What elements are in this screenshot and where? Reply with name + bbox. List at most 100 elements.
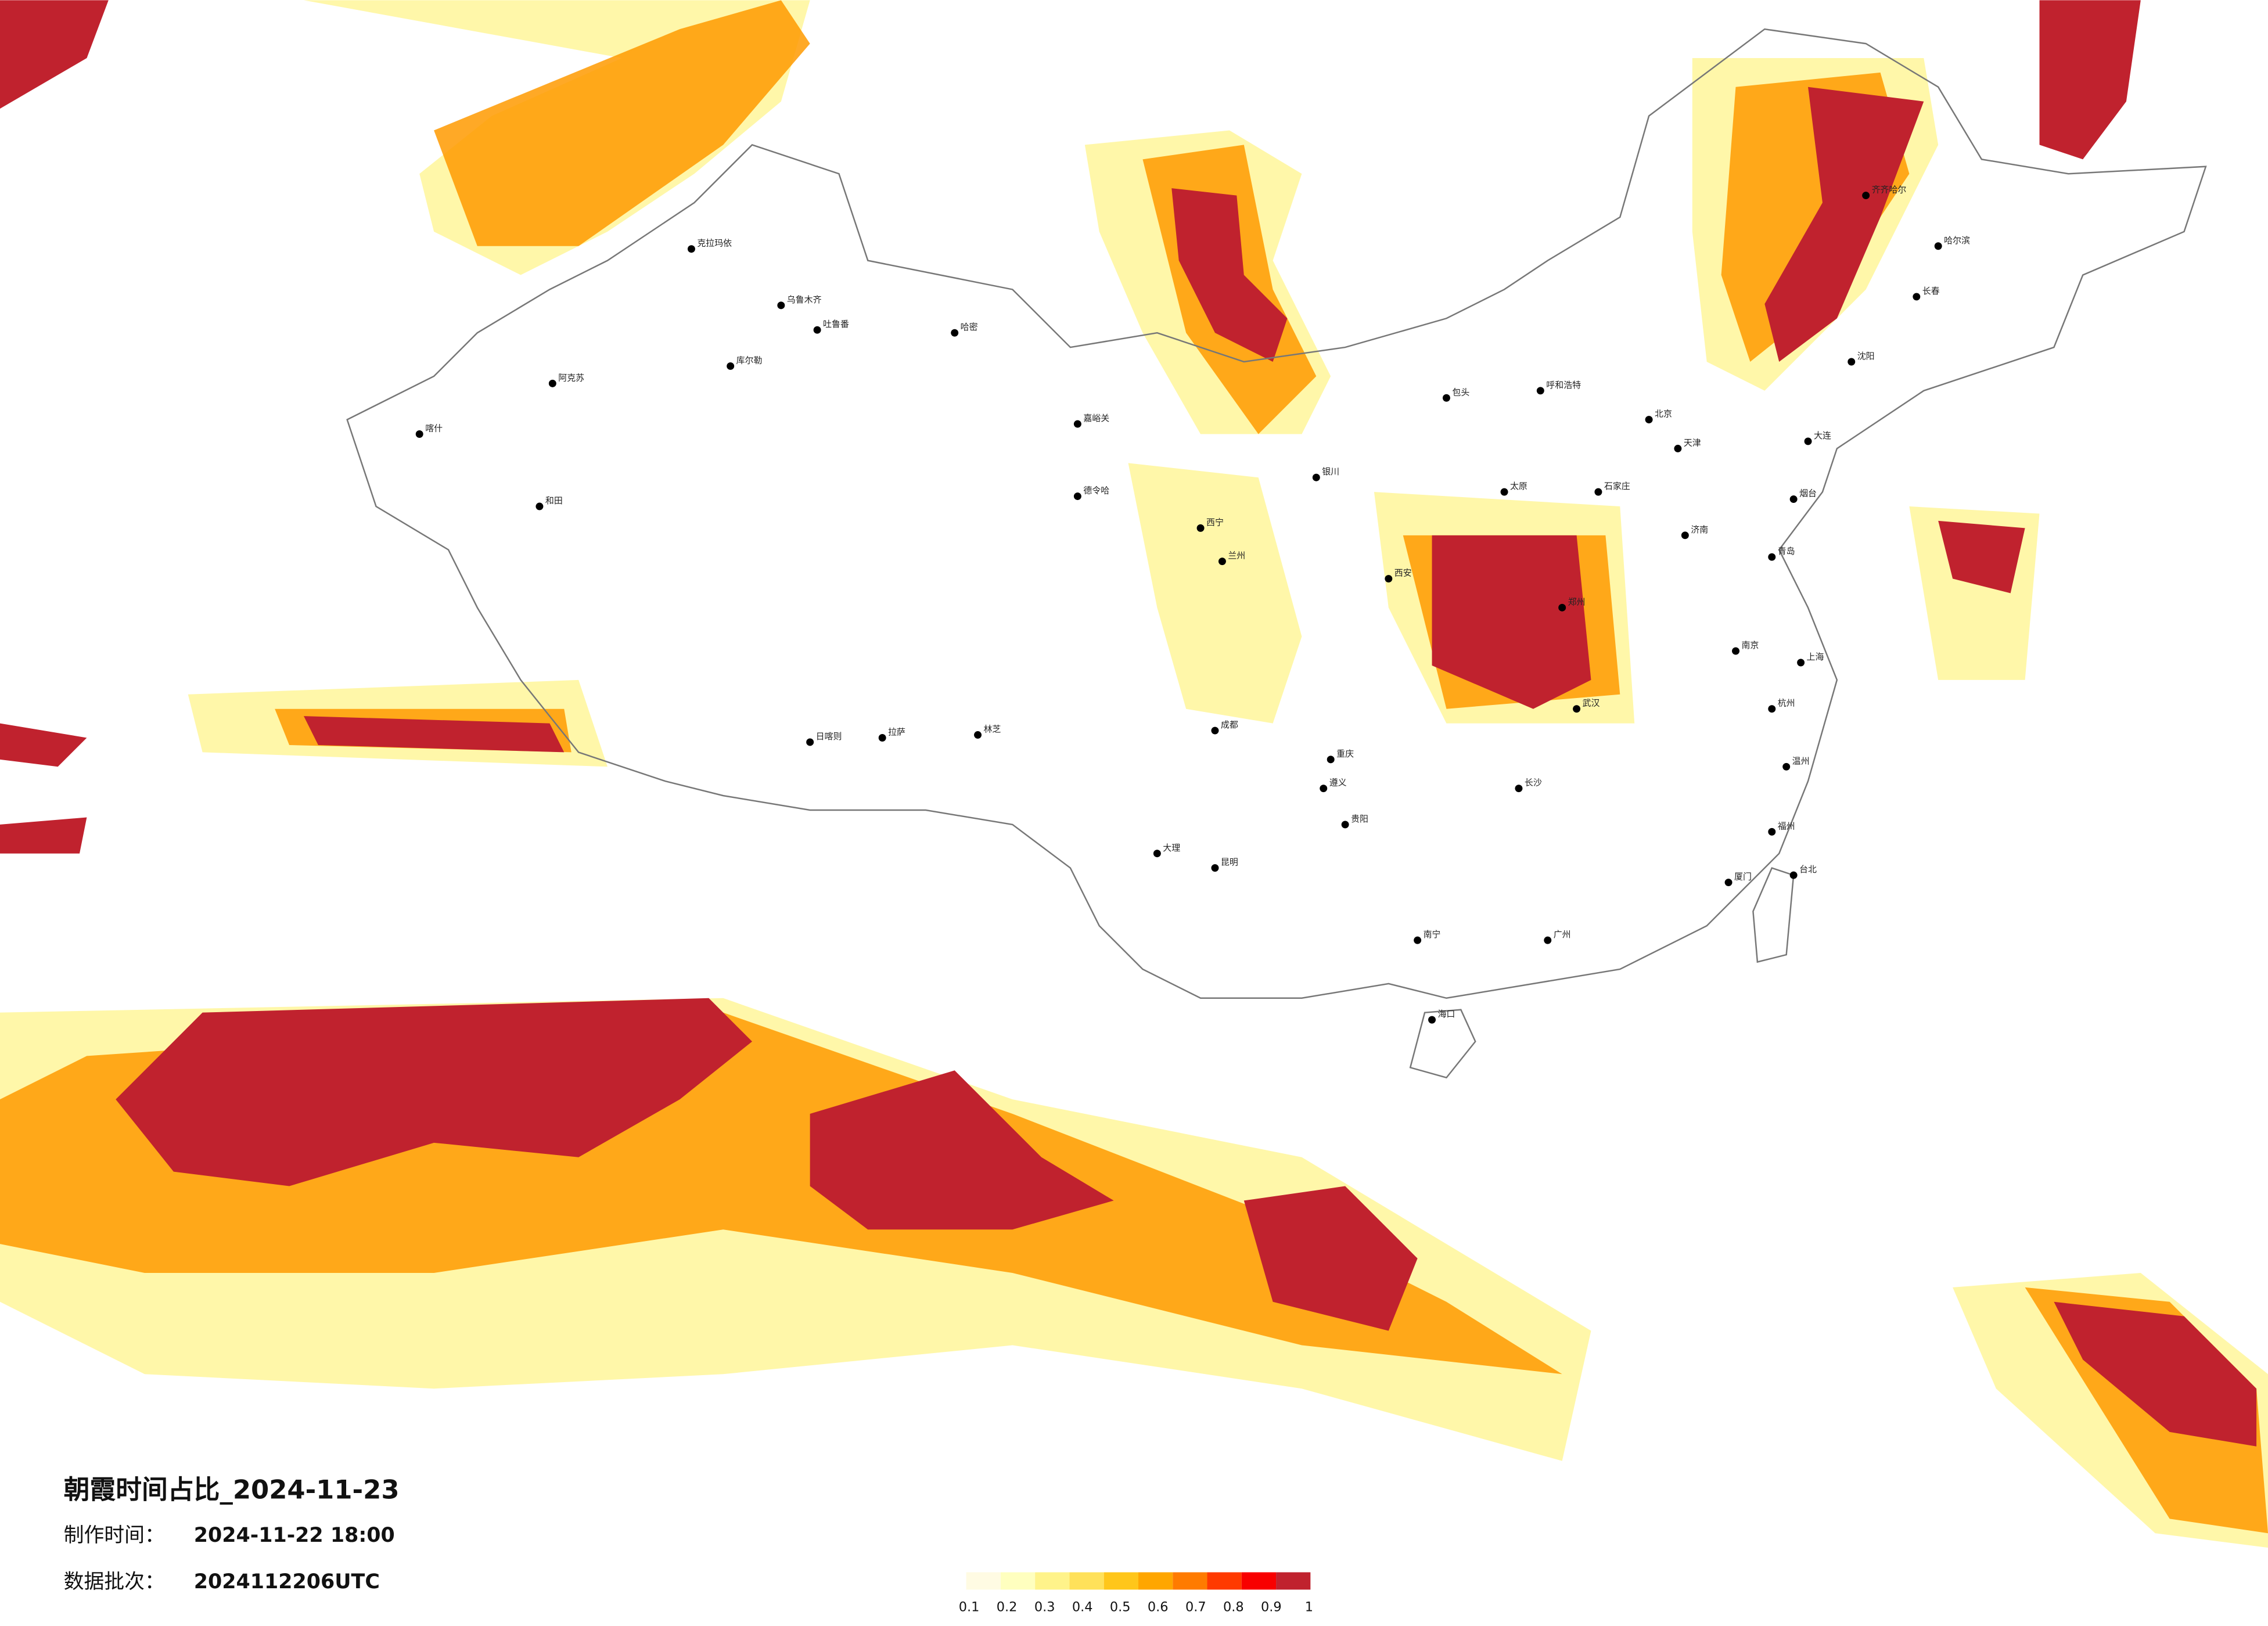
- city-dot: [1558, 603, 1566, 611]
- city-label: 成都: [1221, 720, 1238, 730]
- colorbar-box: [1173, 1572, 1207, 1590]
- city-label: 广州: [1554, 929, 1571, 940]
- city-label: 长春: [1922, 286, 1940, 296]
- city-dot: [727, 362, 735, 370]
- city-dot: [1500, 488, 1508, 496]
- island-border: [1409, 1009, 1476, 1079]
- city-label: 天津: [1684, 437, 1701, 448]
- city-dot: [687, 245, 695, 253]
- colorbar-box: [966, 1572, 1001, 1590]
- city-label: 德令哈: [1083, 485, 1109, 496]
- city-dot: [1573, 705, 1581, 713]
- colorbar-box: [1138, 1572, 1173, 1590]
- city-dot: [1804, 437, 1812, 445]
- colorbar-tick-label: 0.1: [959, 1600, 980, 1615]
- city-label: 乌鲁木齐: [787, 294, 822, 305]
- city-dot: [1862, 192, 1870, 200]
- colorbar-box: [1000, 1572, 1036, 1590]
- city-dot: [813, 326, 821, 334]
- city-label: 西安: [1394, 568, 1412, 578]
- city-label: 青岛: [1778, 546, 1795, 556]
- colorbar-box: [1241, 1572, 1277, 1590]
- city-label: 拉萨: [888, 727, 905, 738]
- country-border: [346, 28, 2207, 999]
- city-dot: [1218, 557, 1226, 566]
- city-label: 沈阳: [1857, 351, 1875, 361]
- city-dot: [1312, 473, 1320, 481]
- city-dot: [1544, 936, 1552, 944]
- data-batch-label: 数据批次：: [64, 1570, 165, 1593]
- city-dot: [1913, 293, 1921, 301]
- data-batch-value: 2024112206UTC: [194, 1570, 380, 1593]
- city-dot: [777, 301, 785, 310]
- city-label: 杭州: [1778, 698, 1795, 708]
- colorbar-tick-label: 0.5: [1110, 1600, 1131, 1615]
- city-label: 郑州: [1568, 596, 1586, 607]
- city-label: 兰州: [1228, 551, 1245, 561]
- city-label: 喀什: [425, 423, 443, 434]
- city-dot: [1789, 871, 1798, 879]
- city-label: 林芝: [983, 724, 1001, 735]
- map-title: 朝霞时间占比_2024-11-23: [64, 1474, 400, 1505]
- city-dot: [878, 734, 886, 742]
- city-dot: [806, 738, 814, 746]
- city-dot: [535, 502, 544, 510]
- city-label: 昆明: [1221, 857, 1238, 868]
- city-label: 和田: [545, 495, 563, 506]
- city-label: 大连: [1814, 430, 1831, 441]
- city-dot: [1797, 659, 1805, 667]
- city-dot: [1594, 488, 1602, 496]
- city-label: 武汉: [1583, 698, 1600, 708]
- city-label: 包头: [1452, 387, 1469, 397]
- city-label: 日喀则: [816, 731, 842, 742]
- city-dot: [974, 731, 982, 739]
- city-dot: [1848, 358, 1856, 366]
- city-label: 温州: [1792, 756, 1810, 766]
- city-label: 长沙: [1525, 778, 1542, 788]
- city-dot: [1645, 416, 1653, 424]
- colorbar-tick-label: 0.9: [1261, 1600, 1282, 1615]
- colorbar-box: [1069, 1572, 1104, 1590]
- city-dot: [1442, 394, 1450, 402]
- city-label: 库尔勒: [736, 355, 763, 365]
- city-dot: [1768, 553, 1776, 561]
- colorbar-tick-label: 0.6: [1148, 1600, 1169, 1615]
- colorbar-tick-label: 0.7: [1185, 1600, 1206, 1615]
- colorbar-box: [1104, 1572, 1138, 1590]
- city-dot: [1073, 420, 1081, 428]
- city-dot: [1428, 1016, 1436, 1024]
- city-dot: [1732, 647, 1739, 655]
- city-dot: [1196, 524, 1205, 532]
- city-dot: [1320, 785, 1328, 793]
- city-label: 哈尔滨: [1944, 235, 1970, 246]
- city-dot: [1724, 879, 1733, 887]
- city-label: 烟台: [1799, 488, 1817, 499]
- city-label: 呼和浩特: [1546, 380, 1581, 390]
- made-time-value: 2024-11-22 18:00: [194, 1524, 395, 1547]
- city-dot: [1153, 850, 1161, 858]
- city-dot: [1327, 756, 1335, 764]
- city-dot: [1782, 762, 1791, 771]
- city-dot: [1211, 726, 1219, 735]
- colorbar-tick-label: 0.4: [1072, 1600, 1093, 1615]
- city-dot: [1789, 495, 1798, 503]
- city-dot: [1768, 828, 1776, 836]
- colorbar-box: [1276, 1572, 1311, 1590]
- colorbar-tick-label: 0.8: [1223, 1600, 1244, 1615]
- city-label: 齐齐哈尔: [1872, 185, 1907, 195]
- city-dot: [1536, 387, 1544, 395]
- made-time-label: 制作时间：: [64, 1524, 165, 1547]
- colorbar-tick-label: 0.2: [997, 1600, 1018, 1615]
- colorbar: 0.1 0.2 0.3 0.4 0.5 0.6 0.7 0.8 0.9 1: [959, 1572, 1313, 1615]
- city-label: 哈密: [961, 322, 978, 332]
- city-dot: [1768, 705, 1776, 713]
- city-label: 贵阳: [1351, 814, 1368, 824]
- city-dot: [1934, 242, 1942, 250]
- city-label: 遵义: [1329, 778, 1347, 788]
- city-label: 南宁: [1424, 929, 1441, 940]
- city-label: 阿克苏: [558, 372, 584, 383]
- city-dot: [548, 379, 556, 387]
